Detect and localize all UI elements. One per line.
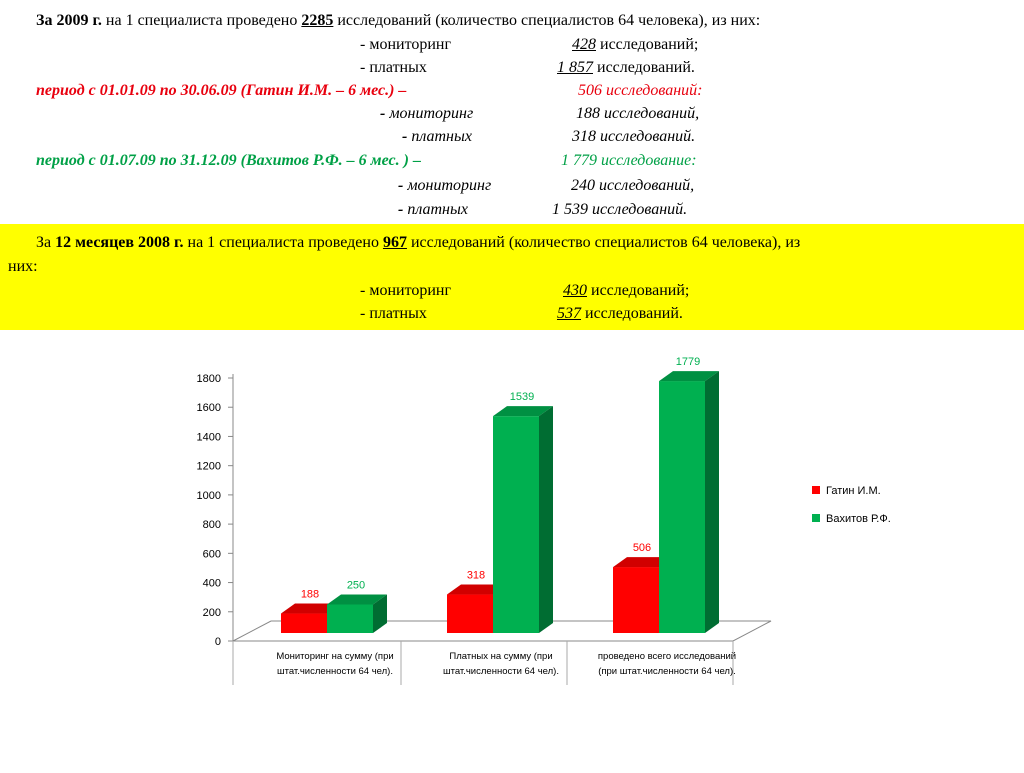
period1-title: период с 01.01.09 по 30.06.09 (Гатин И.М… [36,82,407,99]
paid-label: - платных [360,59,427,76]
data-label: 318 [467,570,485,582]
dash: - [402,128,408,145]
bar-side [373,594,387,633]
y-tick-label: 1200 [197,461,221,473]
bar [613,567,659,633]
monitoring-value: 430 [563,282,587,299]
monitoring-label: - мониторинг [360,36,452,53]
chart-container: 0 200 400 600 800 1000 1200 1400 1600 1800 188 250 М… [0,330,1024,768]
data-label: 506 [633,542,651,554]
y-tick-label: 200 [203,607,221,619]
period2-title: период с 01.07.09 по 31.12.09 (Вахитов Р… [36,152,421,169]
legend-label: Вахитов Р.Ф. [826,513,891,525]
summary-2008-highlight: За 12 месяцев 2008 г. на 1 специалиста п… [0,224,1024,330]
bar-top [327,594,387,605]
period2-total: 1 779 исследование: [561,152,697,169]
bar [493,416,539,633]
monitoring-unit: исследований; [587,282,690,299]
bar-group [659,371,719,633]
bar-top [659,371,719,382]
period2-paid-value: 1 539 исследований. [552,201,688,218]
paid-value-row: 1 857 исследований. [557,59,695,77]
category-label: Мониторинг на сумму (при [276,651,393,662]
dash: - [380,105,386,122]
bar [281,613,327,633]
data-label: 1779 [676,356,700,368]
monitoring-unit: исследований; [596,36,699,53]
y-tick-label: 600 [203,548,221,560]
summary-2008-intro: За 12 месяцев 2008 г. на 1 специалиста п… [36,234,800,252]
bar-group [493,406,553,633]
bar-top [613,557,673,568]
label: платных [407,128,472,145]
bar-side [539,406,553,633]
paid-unit: исследований. [593,59,695,76]
dash: - [398,201,404,218]
bar-top [281,603,341,614]
category-label: штат.численности 64 чел). [443,666,559,677]
y-tick-label: 1600 [197,402,221,414]
data-label: 1539 [510,391,534,403]
y-tick-label: 1800 [197,373,221,385]
legend-swatch [812,514,820,522]
bar-group [327,594,387,633]
bar [327,604,373,633]
y-tick-label: 1000 [197,490,221,502]
summary-2009-intro: За 2009 г. на 1 специалиста проведено 22… [36,12,760,30]
bar [447,594,493,633]
y-tick-label: 1400 [197,431,221,443]
paid-value: 537 [557,305,581,322]
intro-rest-text: исследований (количество специалистов 64… [406,234,801,251]
monitoring-label: - мониторинг [360,282,452,299]
label: мониторинг [403,177,492,194]
paid-value-row: 537 исследований. [557,305,683,323]
paid-label: - платных [360,305,427,322]
legend-swatch [812,486,820,494]
bar-chart: 0 200 400 600 800 1000 1200 1400 1600 1800 188 250 М… [197,356,891,685]
period2-monitoring-label: - мониторинг [398,177,491,195]
label: мониторинг [385,105,474,122]
data-label: 250 [347,579,365,591]
period1-monitoring-label: - мониторинг [380,105,473,123]
paid-unit: исследований. [581,305,683,322]
intro-pre: За [36,234,56,251]
bar [659,381,705,633]
category-label: проведено всего исследований [598,651,736,662]
intro-text: на 1 специалиста проведено [183,234,383,251]
intro-text: на 1 специалиста проведено [101,12,302,29]
monitoring-value: 428 [572,36,596,53]
dash: - [398,177,404,194]
summary-2009: За 2009 г. на 1 специалиста проведено 22… [0,0,1024,224]
category-label: штат.численности 64 чел). [277,666,393,677]
monitoring-value-row: 428 исследований; [572,36,698,54]
total-value: 2285 [301,12,334,29]
paid-value: 1 857 [557,59,593,76]
year-label: За 2009 г. [36,12,102,29]
period1-paid-label: - платных [402,128,472,146]
monitoring-value-row: 430 исследований; [563,282,689,300]
bar-top [493,406,553,417]
category-label: Платных на сумму (при [449,651,552,662]
total-value: 967 [382,234,407,251]
bar-side [705,371,719,633]
y-tick-label: 800 [203,519,221,531]
intro-rest-text: исследований (количество специалистов 64… [333,12,761,29]
data-label: 188 [301,589,319,601]
y-tick-label: 400 [203,578,221,590]
period2-monitoring-value: 240 исследований, [571,177,695,194]
intro-wrap: них: [8,258,38,275]
period2-paid-label: - платных [398,201,468,219]
legend-label: Гатин И.М. [826,485,881,497]
bar-top [447,584,507,595]
y-tick-label: 0 [215,636,221,648]
period1-paid-value: 318 исследований. [572,128,696,145]
period1-total: 506 исследований: [578,82,703,99]
category-label: (при штат.численности 64 чел). [598,666,736,677]
period1-monitoring-value: 188 исследований, [576,105,700,122]
period-label: 12 месяцев 2008 г. [55,234,184,251]
label: платных [403,201,468,218]
